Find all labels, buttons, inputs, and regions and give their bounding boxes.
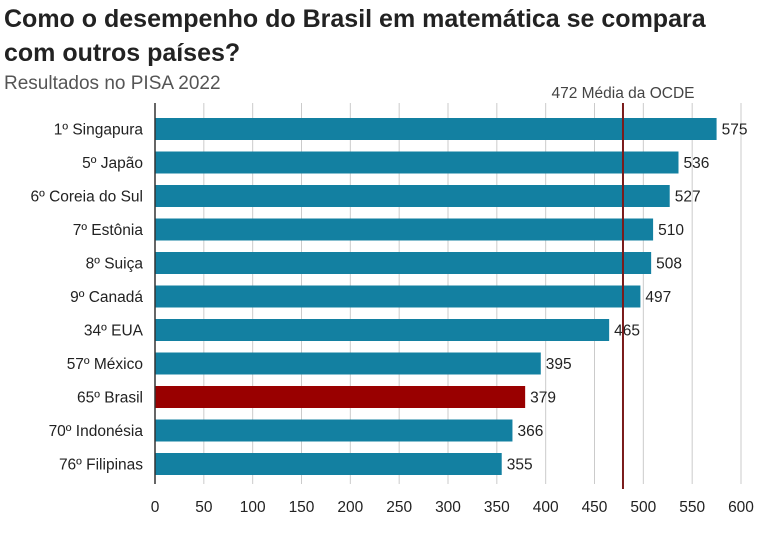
bar (155, 285, 641, 308)
value-label: 510 (658, 222, 684, 239)
x-tick-label: 550 (679, 499, 705, 516)
value-label: 395 (546, 356, 572, 373)
category-label: 76º Filipinas (59, 457, 143, 474)
category-label: 1º Singapura (54, 122, 144, 139)
bar (155, 453, 502, 475)
bar (155, 185, 670, 207)
category-label: 5º Japão (82, 155, 143, 172)
x-tick-label: 300 (435, 499, 461, 516)
x-tick-label: 50 (195, 499, 213, 516)
reference-line-label: 472 Média da OCDE (551, 85, 694, 102)
x-tick-label: 0 (151, 499, 160, 516)
chart-subtitle: Resultados no PISA 2022 (4, 73, 221, 94)
value-label: 508 (656, 256, 682, 273)
category-label: 6º Coreia do Sul (30, 189, 143, 206)
x-tick-label: 600 (728, 499, 754, 516)
x-tick-label: 200 (337, 499, 363, 516)
category-label: 7º Estônia (73, 222, 144, 239)
x-tick-label: 350 (484, 499, 510, 516)
x-tick-label: 500 (630, 499, 656, 516)
bar (155, 419, 513, 442)
x-tick-label: 400 (533, 499, 559, 516)
category-label: 9º Canadá (70, 289, 143, 306)
category-label: 57º México (67, 356, 143, 373)
x-tick-label: 100 (240, 499, 266, 516)
value-label: 497 (645, 289, 671, 306)
category-label: 8º Suiça (86, 256, 144, 273)
value-label: 379 (530, 390, 556, 407)
category-label: 65º Brasil (77, 390, 143, 407)
bar (155, 151, 679, 174)
value-label: 355 (507, 457, 533, 474)
value-label: 536 (683, 155, 709, 172)
bar (155, 118, 717, 140)
value-label: 575 (722, 122, 748, 139)
x-tick-label: 450 (582, 499, 608, 516)
bar (155, 319, 610, 341)
bar (155, 386, 526, 408)
value-label: 527 (675, 189, 701, 206)
category-label: 34º EUA (84, 323, 144, 340)
value-label: 465 (614, 323, 640, 340)
bar (155, 352, 541, 375)
chart-title: Como o desempenho do Brasil em matemátic… (4, 5, 706, 67)
x-tick-label: 150 (289, 499, 315, 516)
bar (155, 218, 654, 241)
value-label: 366 (517, 423, 543, 440)
x-tick-label: 250 (386, 499, 412, 516)
bar (155, 252, 652, 274)
category-label: 70º Indonésia (49, 423, 144, 440)
